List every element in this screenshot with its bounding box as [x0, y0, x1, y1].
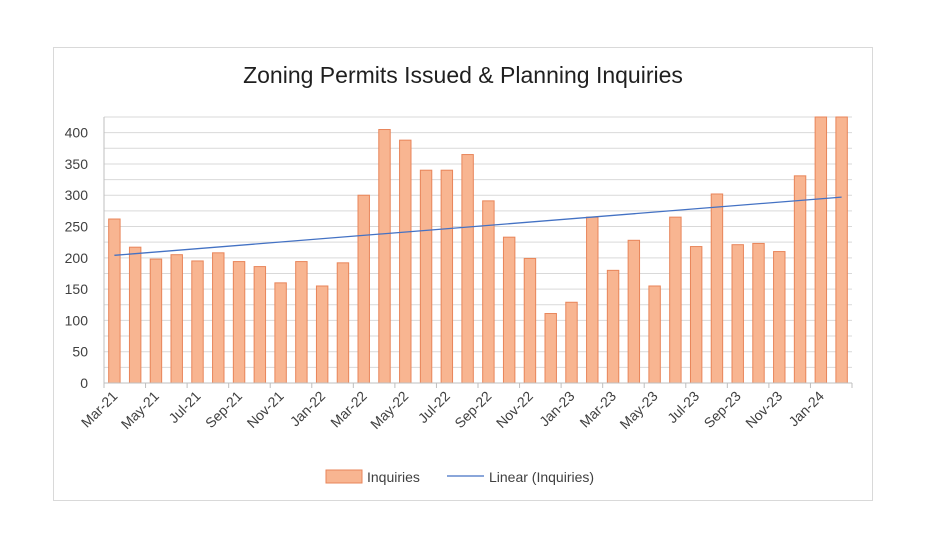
legend-label-inquiries: Inquiries	[367, 469, 420, 485]
bar	[689, 246, 703, 384]
x-tick-label: Jul-21	[165, 388, 203, 426]
x-tick-label: Jan-22	[287, 388, 329, 430]
bar	[648, 285, 661, 384]
bar	[440, 169, 454, 384]
bar	[627, 239, 641, 384]
bar	[544, 313, 557, 384]
bar	[357, 194, 370, 384]
x-tick-label: Mar-23	[576, 388, 619, 431]
bar	[108, 218, 121, 384]
y-tick-label: 0	[80, 375, 88, 391]
legend-label-trendline: Linear (Inquiries)	[489, 469, 594, 485]
bar	[565, 301, 578, 384]
x-tick-label: Jan-24	[785, 388, 827, 430]
bar	[482, 200, 495, 384]
bar	[378, 129, 391, 384]
x-tick-label: Nov-23	[742, 388, 785, 431]
legend-swatch-inquiries	[325, 469, 363, 484]
y-tick-label: 200	[65, 250, 89, 266]
bar	[212, 252, 225, 384]
y-tick-label: 150	[65, 281, 89, 297]
bar	[461, 154, 474, 384]
x-tick-label: Sep-22	[451, 388, 494, 431]
bar	[669, 216, 682, 384]
bar	[232, 261, 246, 384]
x-tick-label: Sep-21	[202, 388, 245, 431]
trendline	[114, 196, 842, 256]
x-tick-label: Nov-21	[243, 388, 286, 431]
bar	[814, 116, 828, 384]
y-tick-label: 50	[72, 344, 88, 360]
x-tick-label: Sep-23	[701, 388, 744, 431]
y-tick-label: 300	[65, 187, 89, 203]
x-tick-label: May-21	[118, 388, 162, 432]
x-tick-label: Mar-22	[327, 388, 370, 431]
bar	[128, 246, 142, 384]
x-tick-label: May-22	[367, 388, 411, 432]
bar	[835, 116, 848, 384]
bar	[731, 244, 744, 384]
bar	[606, 269, 620, 384]
bar	[752, 242, 765, 384]
bar	[274, 282, 287, 384]
x-tick-label: Nov-22	[493, 388, 536, 431]
x-tick-label: Jul-23	[664, 388, 702, 426]
y-tick-label: 250	[65, 219, 89, 235]
x-tick-label: Mar-21	[78, 388, 121, 431]
bar	[399, 139, 412, 384]
y-tick-label: 400	[65, 125, 89, 141]
bar	[315, 285, 329, 384]
bar	[710, 193, 724, 384]
x-tick-label: Jul-22	[415, 388, 453, 426]
bar	[336, 262, 350, 384]
bar	[773, 251, 786, 384]
bar	[586, 216, 599, 384]
bar	[191, 260, 204, 384]
bar	[793, 175, 807, 384]
chart-title: Zoning Permits Issued & Planning Inquiri…	[243, 62, 683, 88]
x-tick-label: Jan-23	[536, 388, 578, 430]
bar	[523, 257, 537, 384]
y-tick-label: 100	[65, 312, 89, 328]
y-tick-label: 350	[65, 156, 89, 172]
bar	[502, 236, 516, 384]
bar	[149, 258, 163, 384]
bar	[253, 266, 267, 384]
bar	[295, 261, 308, 384]
bar	[419, 169, 433, 384]
x-tick-label: May-23	[616, 388, 660, 432]
bar	[170, 254, 183, 384]
